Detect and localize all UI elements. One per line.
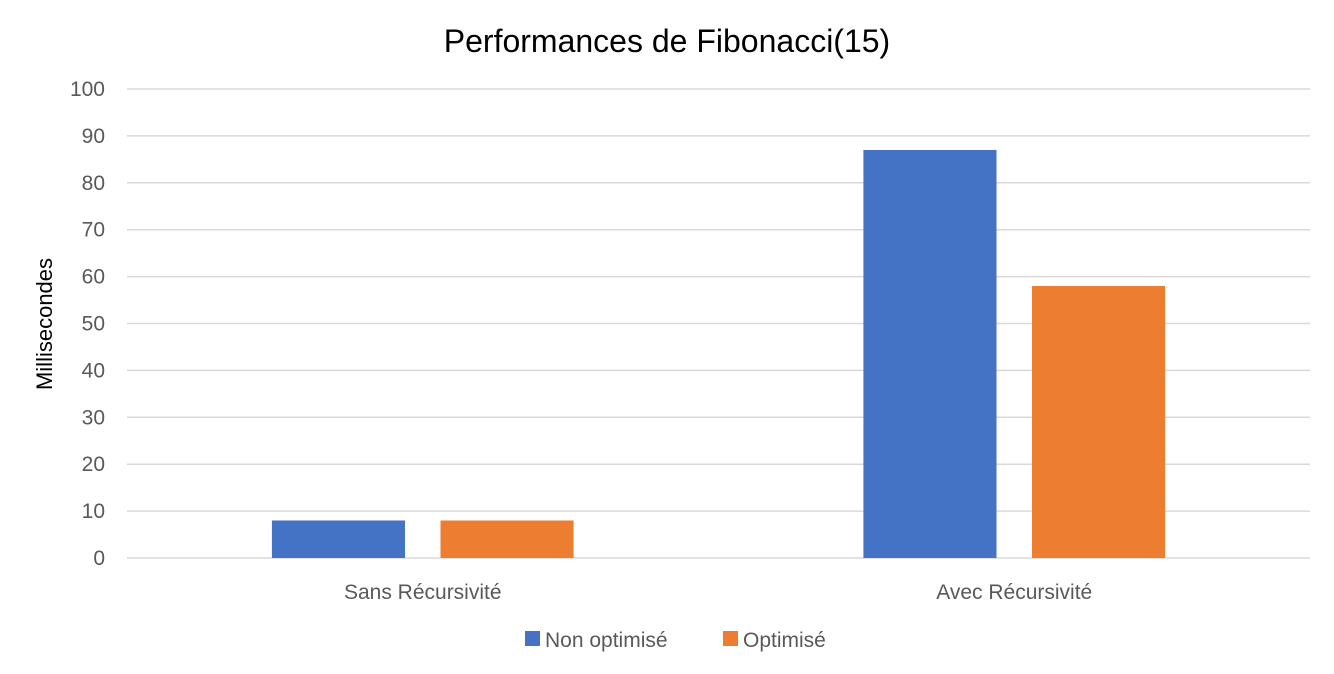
y-axis-ticks: 0 10 20 30 40 50 60 70 80 90 100 <box>70 78 105 570</box>
legend-label: Optimisé <box>743 629 826 652</box>
y-tick-label: 30 <box>82 406 105 429</box>
y-tick-label: 0 <box>93 547 105 570</box>
bar-optimise-1 <box>1031 285 1166 558</box>
x-category-label: Sans Récursivité <box>344 581 502 604</box>
bar-non-optimise-1 <box>863 149 997 558</box>
chart-title: Performances de Fibonacci(15) <box>444 23 890 59</box>
y-tick-label: 10 <box>82 500 105 523</box>
x-axis-categories: Sans Récursivité Avec Récursivité <box>344 581 1092 604</box>
legend-swatch <box>723 631 738 646</box>
y-tick-label: 90 <box>82 125 105 148</box>
legend-label: Non optimisé <box>545 629 668 652</box>
bars <box>271 149 1166 558</box>
x-category-label: Avec Récursivité <box>936 581 1092 604</box>
y-axis-label: Millisecondes <box>32 258 57 390</box>
gridlines <box>127 88 1310 559</box>
y-tick-label: 70 <box>82 219 105 242</box>
legend-swatch <box>525 631 540 646</box>
y-tick-label: 50 <box>82 313 105 336</box>
bar-optimise-0 <box>440 520 574 558</box>
bar-non-optimise-0 <box>271 520 406 558</box>
y-tick-label: 80 <box>82 172 105 195</box>
y-tick-label: 20 <box>82 453 105 476</box>
y-tick-label: 40 <box>82 359 105 382</box>
legend: Non optimisé Optimisé <box>525 629 826 652</box>
y-tick-label: 100 <box>70 78 105 101</box>
y-tick-label: 60 <box>82 266 105 289</box>
